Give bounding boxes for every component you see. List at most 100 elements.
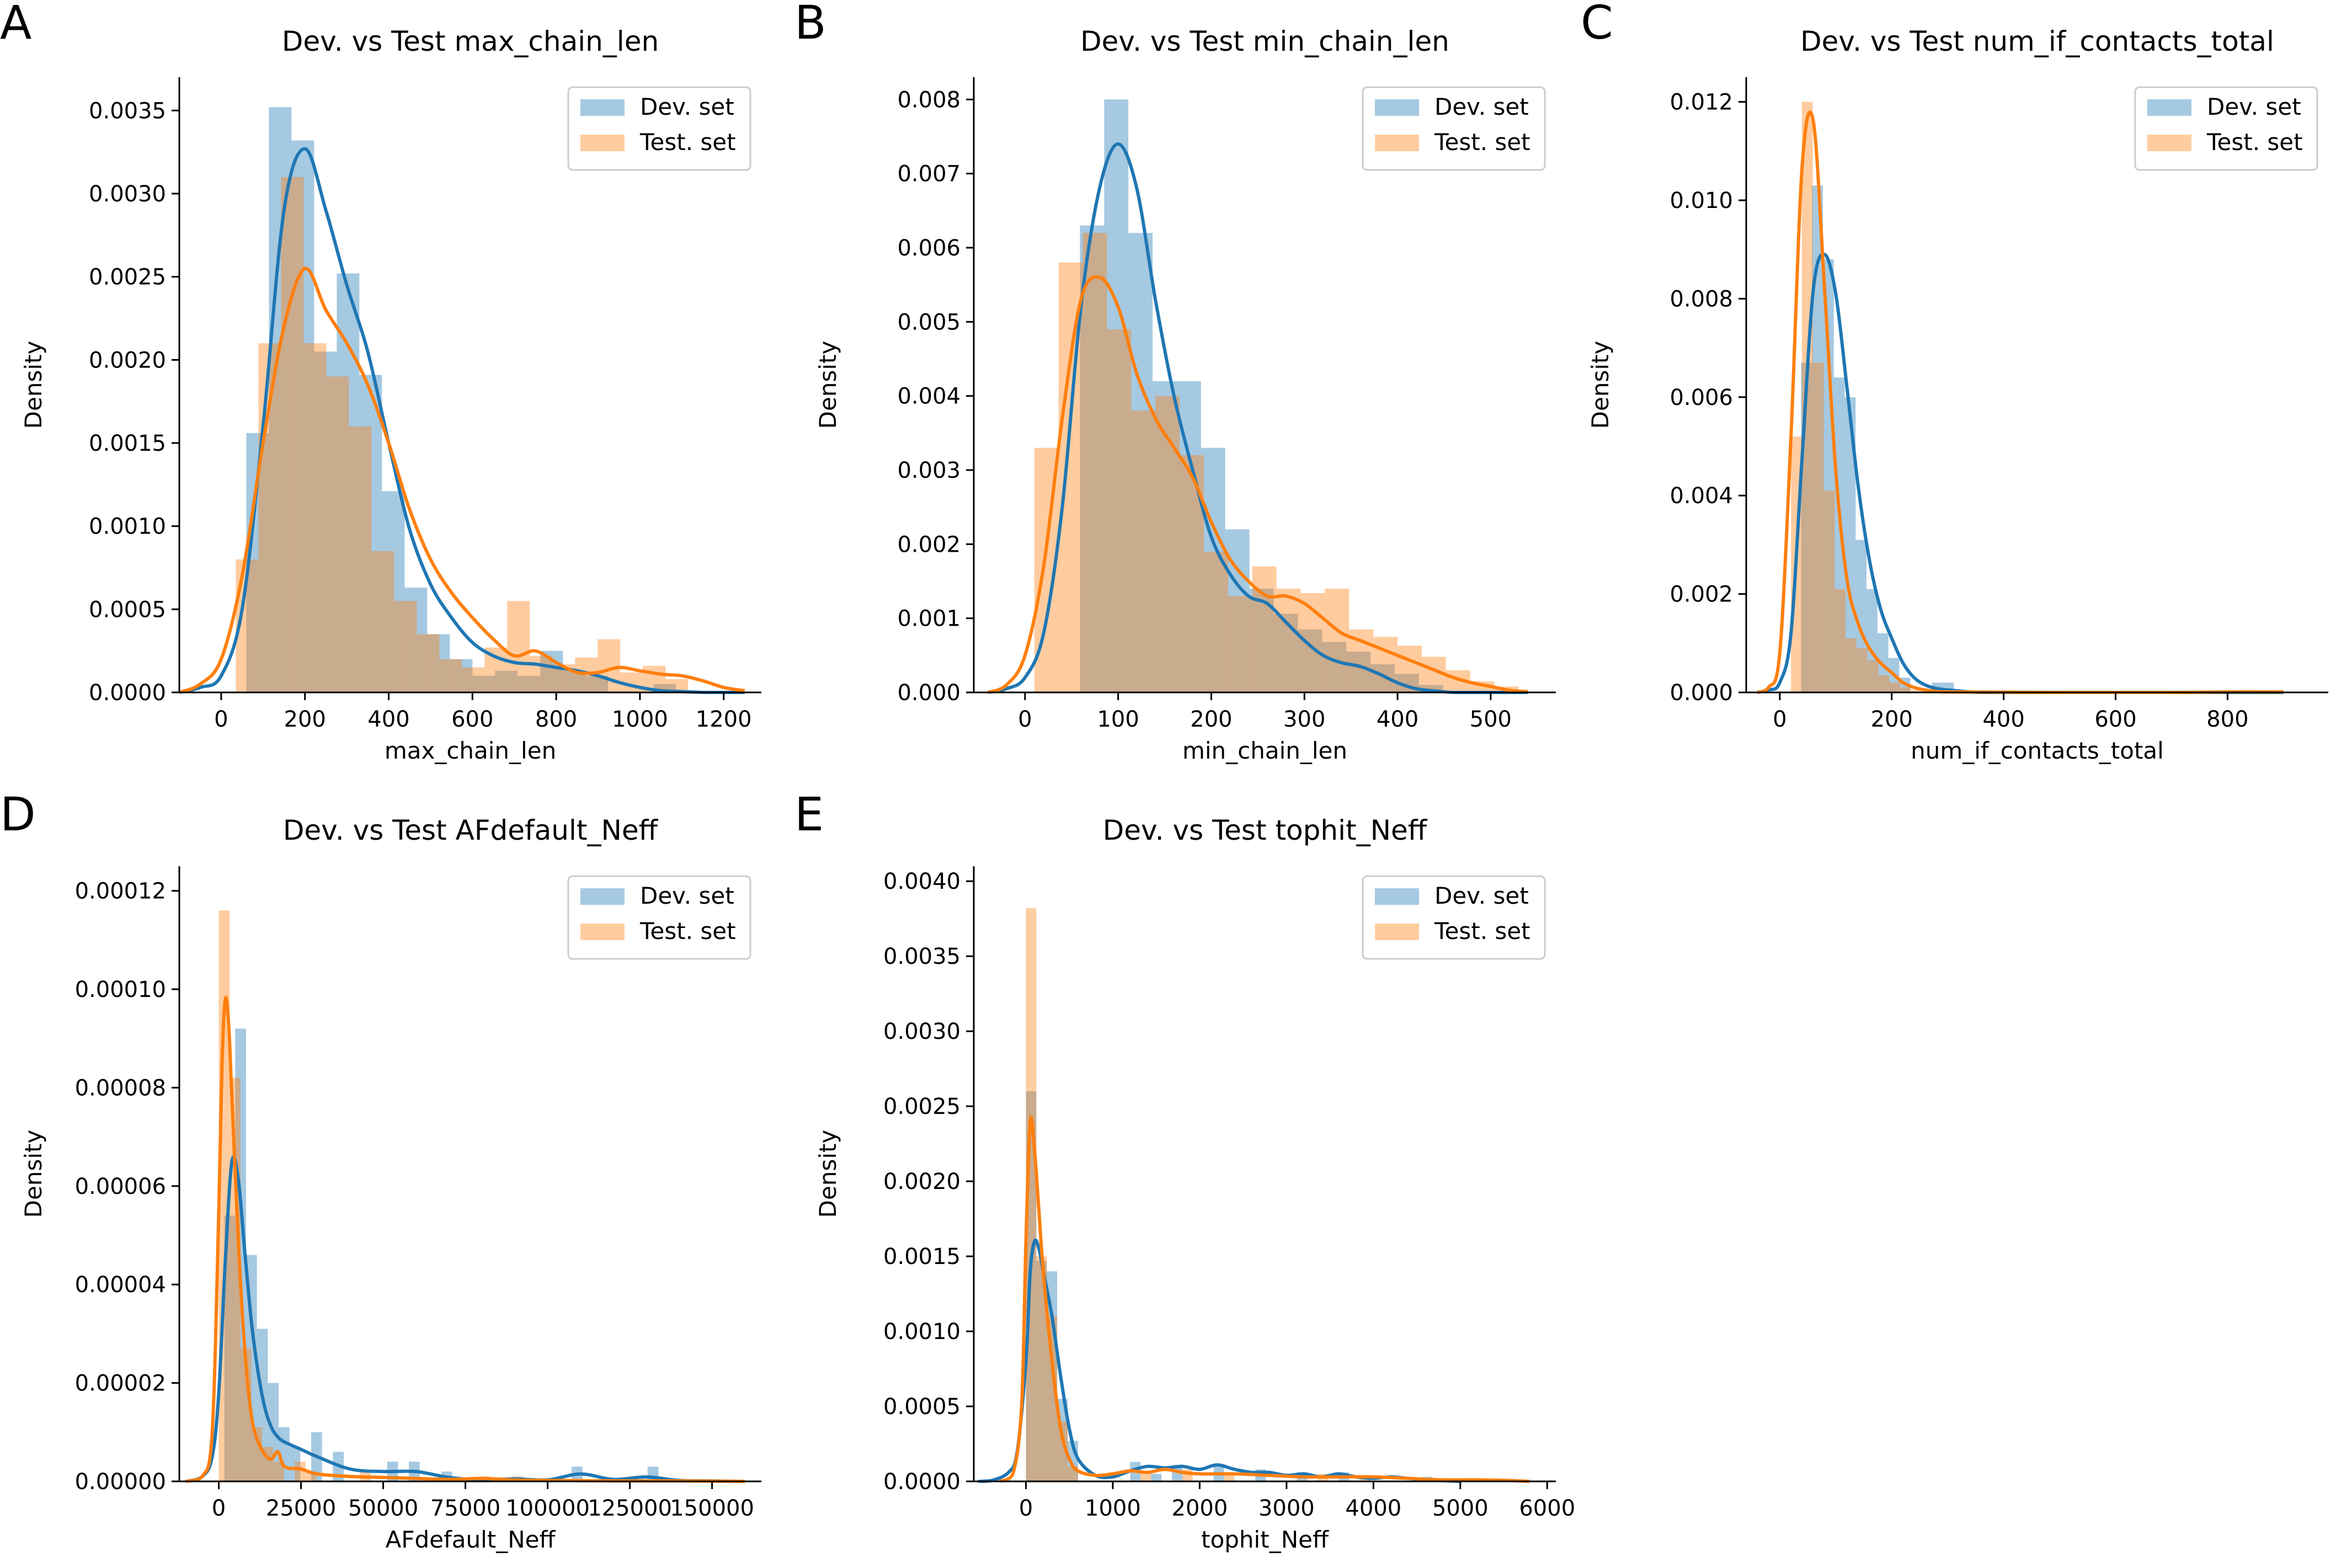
- x-tick-label: 1200: [696, 707, 752, 732]
- y-tick-label: 0.004: [897, 384, 961, 409]
- y-tick-label: 0.00004: [75, 1272, 166, 1298]
- panel-d: D Dev. vs Test AFdefault_Neff 0 25000 50000 7…: [0, 787, 761, 1553]
- y-axis-label: Density: [814, 341, 841, 429]
- test-histogram-bar: [1373, 637, 1398, 692]
- panel-letter: D: [0, 787, 36, 841]
- test-histogram-bar: [507, 601, 530, 692]
- dev-histogram-bar: [1844, 397, 1856, 692]
- dev-histogram-bar: [1877, 633, 1889, 692]
- y-tick-label: 0.003: [897, 458, 961, 483]
- legend: Dev. set Test. set: [2134, 86, 2318, 171]
- test-histogram-bar: [1276, 588, 1301, 692]
- x-tick-label: 6000: [1519, 1496, 1575, 1521]
- legend: Dev. set Test. set: [1362, 875, 1546, 960]
- x-tick-label: 100: [1097, 707, 1139, 732]
- y-tick-label: 0.0005: [89, 597, 166, 622]
- dev-histogram-bar: [289, 1447, 301, 1481]
- x-tick-label: 600: [451, 707, 493, 732]
- y-axis-label: Density: [814, 1130, 841, 1218]
- dev-histogram-bar: [1080, 225, 1105, 693]
- panel-letter: A: [0, 0, 31, 50]
- test-histogram-bar: [530, 655, 553, 692]
- test-histogram-bar: [1047, 1316, 1058, 1481]
- test-kde-line: [178, 266, 745, 694]
- panel-a: A Dev. vs Test max_chain_len 0 200 400 600 800…: [0, 0, 761, 764]
- x-tick-label: 800: [535, 707, 577, 732]
- y-tick-label: 0.0015: [883, 1244, 961, 1270]
- y-tick-label: 0.007: [897, 162, 961, 187]
- x-axis-label: max_chain_len: [385, 737, 556, 764]
- x-tick-label: 400: [367, 707, 409, 732]
- x-tick-label: 500: [1470, 707, 1512, 732]
- dev-histogram-bar: [291, 140, 314, 692]
- histogram-bars: [236, 107, 689, 693]
- dev-histogram-bar: [382, 491, 405, 692]
- chart-title: Dev. vs Test num_if_contacts_total: [1800, 25, 2274, 57]
- test-histogram-bar: [326, 376, 349, 692]
- chart-title: Dev. vs Test min_chain_len: [1080, 25, 1449, 57]
- test-histogram-bar: [1878, 675, 1890, 692]
- y-axis-label: Density: [20, 1130, 47, 1218]
- x-tick-label: 150000: [670, 1496, 754, 1521]
- y-tick-label: 0.006: [897, 236, 961, 261]
- y-tick-label: 0.000: [897, 680, 961, 706]
- legend: Dev. set Test. set: [567, 86, 751, 171]
- y-tick-label: 0.012: [1670, 90, 1733, 115]
- y-tick-label: 0.0040: [883, 869, 961, 894]
- test-histogram-bar: [1900, 687, 1911, 692]
- test-legend-label: Test. set: [1434, 918, 1530, 945]
- test-legend-swatch: [1375, 135, 1419, 151]
- dev-legend-swatch: [1375, 888, 1419, 905]
- dev-legend-label: Dev. set: [640, 93, 734, 120]
- dev-histogram-bar: [224, 1215, 236, 1481]
- dev-histogram-bar: [1866, 589, 1878, 692]
- test-histogram-bar: [394, 601, 417, 692]
- test-histogram-bar: [1252, 566, 1277, 692]
- x-axis-label: tophit_Neff: [1201, 1526, 1329, 1553]
- dev-histogram-bar: [1833, 377, 1845, 692]
- dev-histogram-bar: [1273, 614, 1298, 692]
- y-tick-label: 0.008: [1670, 286, 1733, 312]
- y-tick-label: 0.0005: [883, 1394, 961, 1420]
- test-histogram-bar: [1131, 410, 1156, 692]
- legend: Dev. set Test. set: [567, 875, 751, 960]
- test-kde-line: [999, 1115, 1530, 1483]
- y-tick-label: 0.0010: [89, 514, 166, 540]
- y-axis-label: Density: [20, 341, 47, 429]
- dev-histogram-bar: [404, 588, 428, 692]
- test-histogram-bar: [1325, 588, 1350, 692]
- x-tick-label: 100000: [505, 1496, 590, 1521]
- x-axis-label: min_chain_len: [1182, 737, 1347, 764]
- dev-kde-line: [185, 1155, 745, 1483]
- test-histogram-bar: [1867, 660, 1879, 692]
- x-tick-label: 0: [212, 1496, 226, 1521]
- dev-histogram-bar: [1176, 381, 1201, 692]
- test-histogram-bar: [1057, 1421, 1068, 1481]
- dev-histogram-bar: [518, 675, 541, 692]
- dev-histogram-bar: [1812, 185, 1823, 692]
- test-histogram-bar: [598, 639, 621, 692]
- x-tick-label: 400: [1982, 707, 2024, 732]
- test-histogram-bar: [1812, 362, 1824, 692]
- chart-title: Dev. vs Test tophit_Neff: [1103, 814, 1428, 846]
- x-tick-label: 0: [1018, 707, 1032, 732]
- y-tick-label: 0.0030: [883, 1019, 961, 1044]
- test-histogram-bar: [1911, 690, 1922, 692]
- y-tick-label: 0.0020: [89, 348, 166, 373]
- test-histogram-bar: [1889, 682, 1900, 692]
- test-histogram-bar: [1155, 396, 1180, 692]
- test-histogram-bar: [1834, 589, 1846, 692]
- dev-legend-label: Dev. set: [2207, 93, 2301, 120]
- test-legend-swatch: [2147, 135, 2191, 151]
- test-histogram-bar: [295, 1462, 306, 1481]
- y-tick-label: 0.00012: [75, 879, 166, 904]
- panel-letter: B: [794, 0, 826, 50]
- test-legend-swatch: [580, 924, 625, 940]
- test-histogram-bar: [349, 426, 372, 692]
- panel-letter: C: [1581, 0, 1613, 50]
- test-histogram-bar: [1203, 551, 1228, 692]
- x-tick-label: 200: [1871, 707, 1913, 732]
- panel-b: B Dev. vs Test min_chain_len 0 100 200 300 400…: [794, 0, 1556, 764]
- x-tick-label: 200: [284, 707, 326, 732]
